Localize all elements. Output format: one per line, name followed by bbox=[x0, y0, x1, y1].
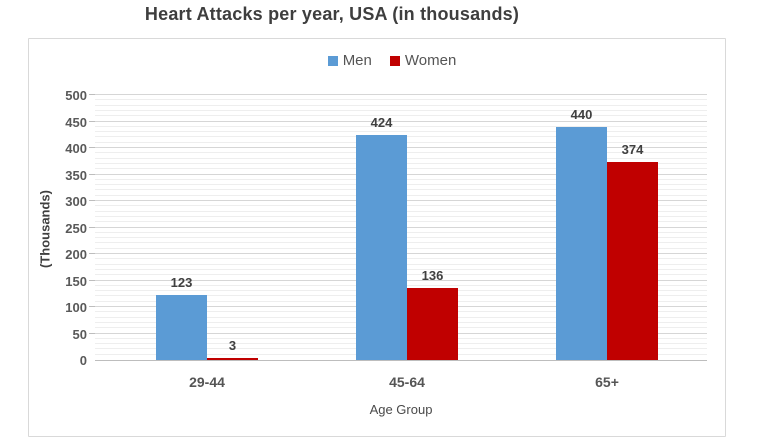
y-axis-tick-mark bbox=[89, 332, 95, 334]
chart-container: Men Women (Thousands) 0 50 100 150 200 250 300 3… bbox=[28, 38, 726, 437]
data-label: 424 bbox=[370, 115, 393, 130]
bar-women-65+: 374 bbox=[607, 142, 658, 360]
bar-group-65+: 440 374 bbox=[507, 96, 707, 360]
minor-gridline bbox=[95, 115, 707, 117]
y-axis-tick-mark bbox=[89, 253, 95, 254]
y-tick-label: 150 bbox=[65, 273, 87, 289]
y-tick-label: 400 bbox=[65, 141, 87, 156]
y-axis-tick-mark bbox=[89, 279, 95, 281]
y-tick-label: 0 bbox=[79, 353, 87, 368]
data-label: 136 bbox=[421, 268, 444, 283]
y-tick-label: 450 bbox=[65, 114, 87, 130]
chart-title: Heart Attacks per year, USA (in thousand… bbox=[144, 4, 520, 24]
legend-item-men: Men bbox=[327, 52, 372, 69]
major-gridline bbox=[89, 120, 707, 122]
bar-group-45-64: 424 136 bbox=[307, 96, 507, 360]
y-tick-label: 350 bbox=[65, 167, 87, 183]
legend-item-women: Women bbox=[389, 52, 457, 69]
y-axis-tick-mark bbox=[89, 147, 95, 148]
bar-women-45-64: 136 bbox=[407, 268, 458, 360]
y-axis-tick-mark bbox=[89, 306, 95, 307]
y-axis-tick-mark bbox=[89, 226, 95, 228]
y-axis-tick-mark bbox=[89, 94, 95, 95]
y-tick-label: 100 bbox=[65, 300, 87, 315]
minor-gridline bbox=[95, 99, 707, 101]
y-axis-ticks: 0 50 100 150 200 250 300 350 400 450 500 bbox=[29, 39, 87, 436]
category-label-29-44: 29-44 bbox=[189, 374, 225, 390]
y-tick-label: 200 bbox=[65, 247, 87, 262]
category-label-45-64: 45-64 bbox=[389, 374, 425, 390]
y-tick-label: 50 bbox=[72, 326, 87, 342]
y-tick-label: 250 bbox=[65, 220, 87, 236]
legend-label: Women bbox=[404, 52, 457, 69]
minor-gridline bbox=[95, 109, 707, 111]
major-gridline bbox=[89, 94, 707, 95]
bar-men-29-44: 123 bbox=[156, 275, 207, 360]
y-tick-label: 300 bbox=[65, 194, 87, 209]
x-axis-category-labels: 29-44 45-64 65+ bbox=[107, 374, 707, 390]
legend-swatch-icon bbox=[327, 55, 338, 66]
bar-men-65+: 440 bbox=[556, 107, 607, 360]
y-axis-tick-mark bbox=[89, 120, 95, 122]
legend: Men Women bbox=[59, 52, 725, 69]
category-label-65+: 65+ bbox=[595, 374, 619, 390]
bar-women-29-44: 3 bbox=[207, 338, 258, 360]
bar-groups: 123 3 424 136 440 374 bbox=[107, 96, 707, 360]
bar-group-29-44: 123 3 bbox=[107, 96, 307, 360]
data-label: 440 bbox=[570, 107, 593, 122]
y-axis-tick-mark bbox=[89, 173, 95, 175]
y-axis-tick-mark bbox=[89, 200, 95, 201]
plot-area: 123 3 424 136 440 374 bbox=[89, 94, 707, 361]
legend-label: Men bbox=[342, 52, 372, 69]
minor-gridline bbox=[95, 131, 707, 133]
data-label: 374 bbox=[621, 142, 644, 157]
minor-gridline bbox=[95, 104, 707, 106]
data-label: 3 bbox=[228, 338, 237, 353]
x-axis-title: Age Group bbox=[369, 402, 433, 417]
bar-men-45-64: 424 bbox=[356, 115, 407, 360]
data-label: 123 bbox=[170, 275, 193, 290]
legend-swatch-icon bbox=[389, 55, 400, 66]
minor-gridline bbox=[95, 125, 707, 127]
y-tick-label: 500 bbox=[65, 88, 87, 103]
